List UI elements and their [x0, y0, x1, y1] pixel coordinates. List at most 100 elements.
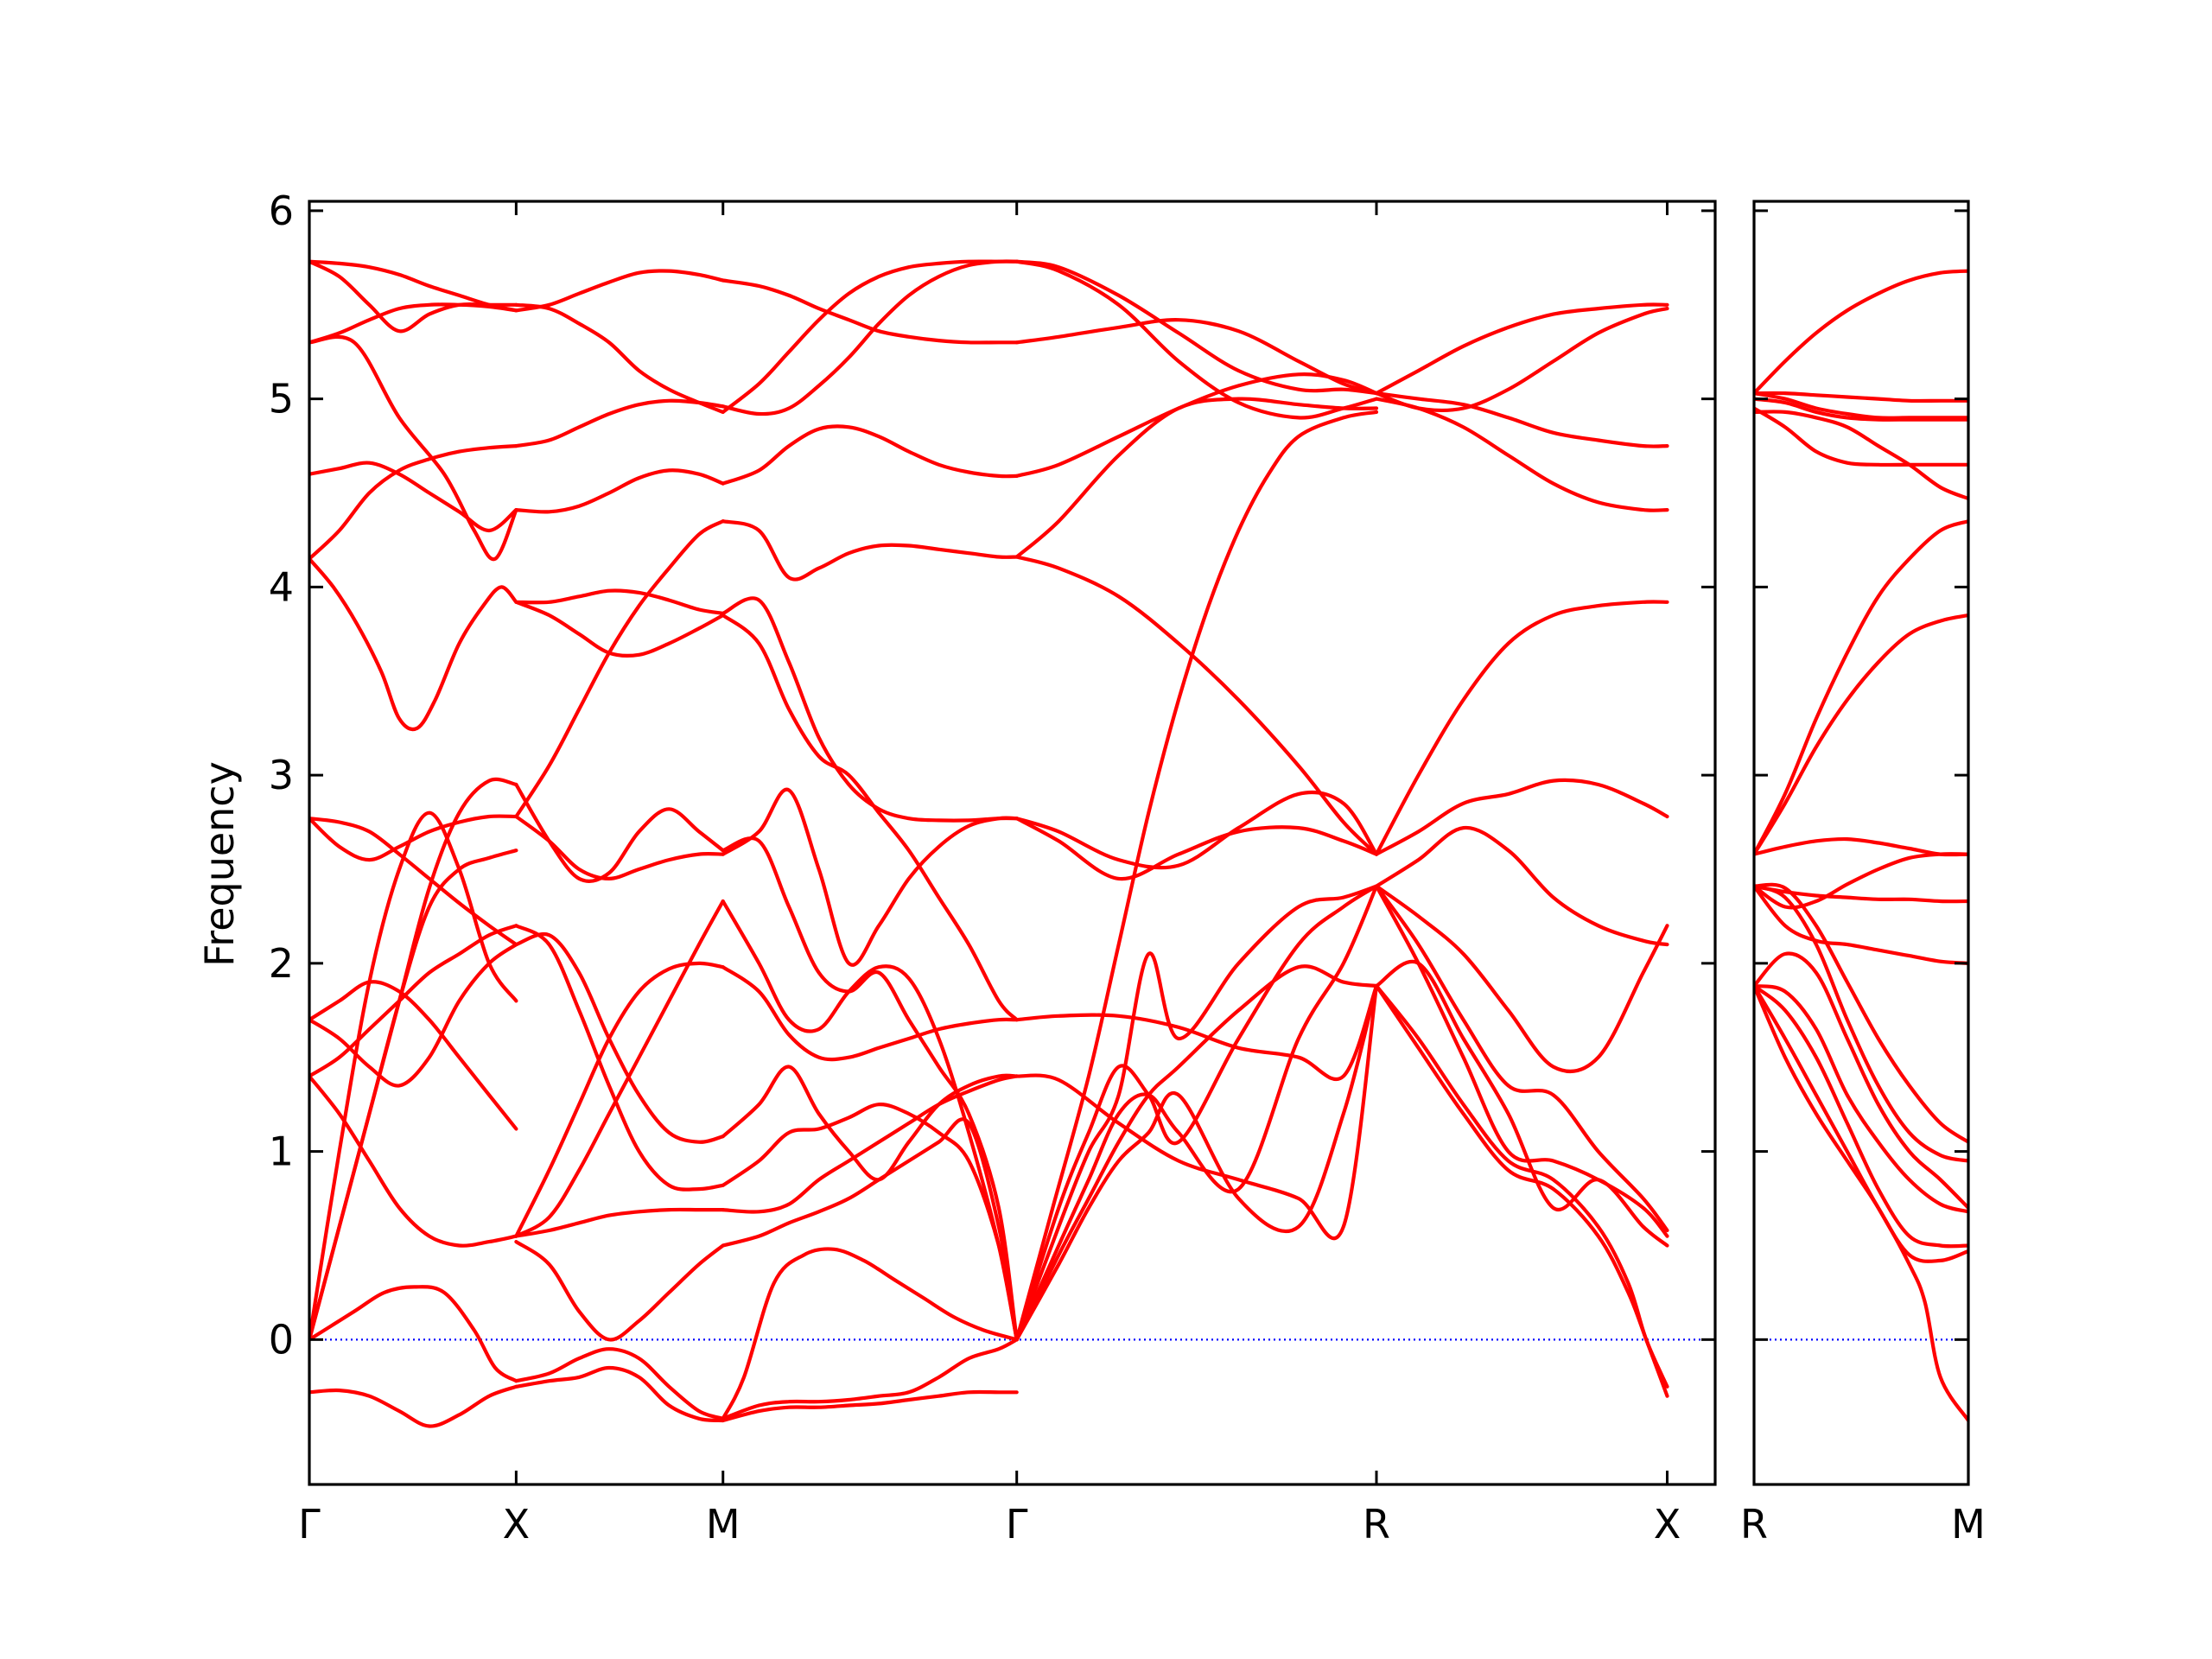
band-line-0-62 — [1014, 983, 1379, 1241]
band-line-0-64 — [1014, 884, 1379, 1342]
band-line-0-71 — [1374, 391, 1669, 448]
band-group — [1754, 269, 1968, 1423]
band-line-0-56 — [1014, 372, 1379, 478]
band-line-0-15 — [309, 1285, 518, 1383]
band-line-1-4 — [1754, 406, 1968, 467]
band-line-0-4 — [309, 461, 518, 533]
band-line-0-21 — [514, 468, 725, 514]
band-line-0-63 — [1014, 410, 1379, 1342]
band-line-0-43 — [721, 836, 1019, 1342]
band-line-1-17 — [1754, 983, 1968, 1263]
x-tick-label: X — [1654, 1501, 1681, 1548]
band-line-0-38 — [721, 424, 1019, 486]
band-line-0-73 — [1374, 600, 1669, 856]
band-line-0-18 — [514, 269, 725, 313]
y-tick-label: 4 — [269, 563, 294, 610]
band-line-0-66 — [1014, 884, 1379, 1342]
band-line-0-23 — [514, 600, 725, 658]
band-line-1-18 — [1754, 983, 1968, 1423]
band-line-0-55 — [1014, 259, 1379, 420]
plot-frame — [308, 200, 1717, 1486]
band-line-1-12 — [1754, 882, 1968, 1144]
band-line-0-31 — [514, 1207, 725, 1238]
band-line-0-3 — [309, 302, 518, 345]
band-line-0-40 — [721, 596, 1019, 823]
band-line-0-28 — [514, 924, 725, 1192]
band-line-0-74 — [1374, 778, 1669, 856]
y-tick-label: 2 — [269, 940, 294, 987]
band-line-1-3 — [1754, 397, 1968, 422]
band-line-0-44 — [721, 899, 1019, 1342]
band-line-0-76 — [1374, 884, 1669, 1074]
band-line-0-29 — [514, 899, 725, 1238]
band-line-0-12 — [309, 1074, 518, 1248]
band-line-0-1 — [309, 259, 518, 334]
x-tick-label: R — [1363, 1501, 1390, 1548]
band-line-0-16 — [309, 1384, 518, 1428]
band-line-0-47 — [721, 1103, 1019, 1342]
band-line-0-72 — [1374, 397, 1669, 512]
band-line-1-0 — [1754, 269, 1968, 396]
band-line-1-14 — [1754, 951, 1968, 1210]
band-line-1-7 — [1754, 613, 1968, 856]
band-line-1-9 — [1754, 852, 1968, 910]
band-line-1-1 — [1754, 391, 1968, 404]
x-tick-label: Γ — [298, 1501, 321, 1548]
x-tick-label: R — [1740, 1501, 1768, 1548]
band-line-0-42 — [721, 787, 1019, 967]
band-line-0-36 — [721, 259, 1019, 414]
band-line-0-24 — [514, 519, 725, 819]
band-line-0-17 — [309, 810, 518, 1342]
x-tick-label: M — [1951, 1501, 1986, 1548]
band-line-0-26 — [514, 782, 725, 883]
band-line-0-77 — [1374, 884, 1669, 1233]
band-line-0-68 — [1014, 983, 1379, 1342]
band-line-0-6 — [309, 556, 518, 732]
band-group — [309, 259, 1669, 1428]
x-tick-label: X — [503, 1501, 531, 1548]
band-line-0-48 — [721, 1074, 1019, 1214]
band-line-0-19 — [514, 302, 725, 414]
band-line-0-81 — [1374, 983, 1669, 1398]
band-line-0-52 — [721, 1338, 1019, 1421]
main-panel: 0 1 2 3 4 5 6 Γ X M Γ R X — [269, 188, 1717, 1548]
plot-frame — [1752, 200, 1970, 1486]
band-line-0-9 — [309, 980, 518, 1131]
band-line-0-32 — [514, 1240, 725, 1342]
band-line-1-13 — [1754, 884, 1968, 1163]
band-line-0-33 — [514, 1347, 725, 1421]
band-line-0-51 — [721, 1389, 1019, 1423]
band-line-0-78 — [1374, 884, 1669, 1238]
band-line-0-7 — [309, 817, 518, 947]
band-line-0-8 — [309, 814, 518, 862]
y-tick-label: 6 — [269, 188, 294, 234]
band-line-1-16 — [1754, 983, 1968, 1249]
y-tick-label: 3 — [269, 752, 294, 798]
band-line-0-45 — [721, 965, 1019, 1062]
band-line-1-11 — [1754, 884, 1968, 965]
band-line-0-10 — [309, 943, 518, 1088]
band-line-0-39 — [721, 519, 1019, 582]
band-line-1-6 — [1754, 519, 1968, 856]
band-line-0-67 — [1014, 964, 1379, 1342]
band-line-0-37 — [721, 259, 1019, 416]
band-line-1-5 — [1754, 410, 1968, 501]
band-line-0-50 — [721, 1247, 1019, 1421]
y-tick-label: 0 — [269, 1316, 294, 1363]
band-line-0-61 — [1014, 983, 1379, 1082]
band-line-0-20 — [514, 398, 725, 448]
band-line-0-35 — [721, 278, 1019, 345]
band-line-0-65 — [1014, 884, 1379, 1342]
band-line-0-58 — [1014, 397, 1379, 559]
band-line-0-22 — [514, 588, 725, 615]
y-tick-label: 5 — [269, 376, 294, 423]
band-line-0-14 — [309, 849, 518, 1342]
band-line-0-53 — [1014, 259, 1379, 396]
band-line-0-11 — [309, 924, 518, 1078]
band-line-1-2 — [1754, 391, 1968, 420]
band-line-0-80 — [1374, 983, 1669, 1389]
band-line-0-30 — [514, 961, 725, 1238]
band-line-0-54 — [1014, 318, 1379, 396]
